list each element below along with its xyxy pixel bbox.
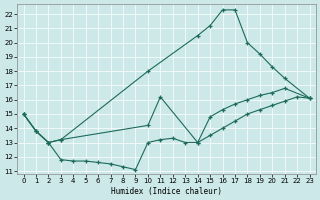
X-axis label: Humidex (Indice chaleur): Humidex (Indice chaleur) <box>111 187 222 196</box>
